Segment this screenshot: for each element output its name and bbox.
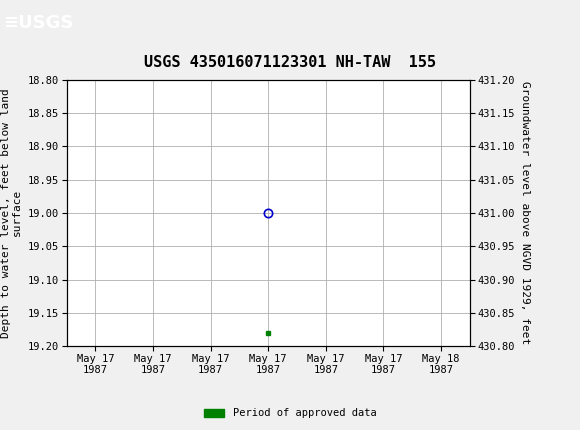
Text: ≡USGS: ≡USGS (3, 14, 74, 31)
Y-axis label: Depth to water level, feet below land
surface: Depth to water level, feet below land su… (1, 88, 22, 338)
Legend: Period of approved data: Period of approved data (200, 404, 380, 423)
Y-axis label: Groundwater level above NGVD 1929, feet: Groundwater level above NGVD 1929, feet (520, 81, 531, 344)
Text: USGS 435016071123301 NH-TAW  155: USGS 435016071123301 NH-TAW 155 (144, 55, 436, 70)
